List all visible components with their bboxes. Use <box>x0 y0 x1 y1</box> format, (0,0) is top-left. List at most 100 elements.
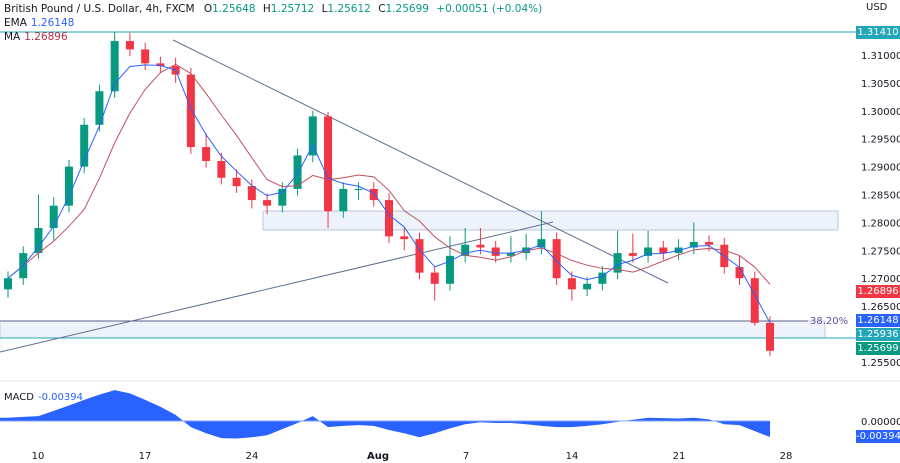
supply-zone-rectangle[interactable] <box>262 210 839 231</box>
price-tick-label: 1.28500 <box>861 191 900 202</box>
price-tick-label: 1.27500 <box>861 246 900 257</box>
candle-body <box>583 283 592 290</box>
price-tag: 1.26148 <box>856 314 900 327</box>
candle-body <box>278 188 287 206</box>
candle <box>49 197 58 241</box>
candle <box>339 182 348 218</box>
candle <box>34 194 43 259</box>
candle-body <box>64 166 73 206</box>
candle <box>156 56 165 73</box>
candle <box>583 277 592 297</box>
candle <box>354 182 363 201</box>
candle-body <box>445 255 454 284</box>
candle-body <box>400 236 409 240</box>
open-value: 1.25648 <box>212 3 256 15</box>
symbol-title[interactable]: British Pound / U.S. Dollar, 4h, FXCM <box>4 3 195 15</box>
candle-body <box>4 278 12 290</box>
candle-body <box>628 253 637 256</box>
candle-body <box>644 247 653 256</box>
candle-body <box>186 74 195 148</box>
currency-label[interactable]: USD <box>866 2 888 13</box>
candle-body <box>552 239 561 279</box>
candle <box>202 133 211 168</box>
time-tick-label: 28 <box>780 451 793 462</box>
price-tick-label: 1.30500 <box>861 79 900 90</box>
candle-body <box>156 63 165 67</box>
candle <box>385 193 393 244</box>
candle <box>415 232 424 280</box>
candle-body <box>369 188 378 201</box>
time-tick-label: 14 <box>566 451 579 462</box>
descending-trendline[interactable] <box>172 39 669 284</box>
candle-body <box>567 278 576 290</box>
candle <box>263 193 272 215</box>
candle <box>430 265 439 301</box>
candle-body <box>49 205 58 228</box>
candle-body <box>202 147 211 162</box>
macd-axis-zero: 0.00000 <box>861 417 900 428</box>
candle-body <box>461 244 470 256</box>
candle <box>659 240 668 260</box>
candle <box>217 152 226 185</box>
price-tag: 1.25936 <box>856 328 900 341</box>
candle <box>613 230 622 280</box>
candle <box>537 211 546 255</box>
candle <box>125 32 134 57</box>
candle <box>369 182 378 207</box>
candle-body <box>34 227 43 254</box>
price-tick-label: 1.27000 <box>861 274 900 285</box>
candle <box>750 271 759 326</box>
time-tick-label: 7 <box>463 451 469 462</box>
candle <box>598 265 607 291</box>
price-tick-label: 1.31000 <box>861 51 900 62</box>
macd-value-tag: -0.00394 <box>856 430 900 443</box>
time-tick-label: 24 <box>246 451 259 462</box>
candle-body <box>613 253 622 273</box>
candles-group <box>4 32 774 356</box>
ascending-trendline[interactable] <box>0 221 554 353</box>
time-tick-label: 17 <box>139 451 152 462</box>
time-tick-label: 21 <box>673 451 686 462</box>
candle-body <box>750 278 759 323</box>
ema-legend[interactable]: EMA 1.26148 <box>4 17 75 29</box>
macd-area <box>0 390 770 439</box>
low-value: 1.25612 <box>327 3 371 15</box>
candle-body <box>232 177 241 187</box>
high-value: 1.25712 <box>270 3 315 15</box>
candle-body <box>735 267 744 279</box>
candle <box>293 148 302 196</box>
candle <box>64 159 73 213</box>
price-tag: 1.25699 <box>856 342 900 355</box>
time-tick-label: 10 <box>32 451 45 462</box>
candle-body <box>263 200 272 206</box>
candle-body <box>110 41 119 92</box>
candle-body <box>141 49 150 64</box>
candle <box>247 179 256 209</box>
candle-body <box>80 124 89 167</box>
ma-legend[interactable]: MA 1.26896 <box>4 31 68 43</box>
price-tick-label: 1.30000 <box>861 107 900 118</box>
ma-line <box>7 63 771 285</box>
candle-body <box>598 272 607 284</box>
price-tag: 1.26896 <box>856 285 900 298</box>
candle <box>308 110 317 163</box>
candle <box>186 67 195 154</box>
candle <box>491 240 500 263</box>
candle-body <box>491 247 500 256</box>
candle <box>80 118 89 174</box>
price-tick-label: 1.26500 <box>861 302 900 313</box>
candle <box>552 232 561 285</box>
price-tick-label: 1.25500 <box>861 358 900 369</box>
candle <box>644 230 653 263</box>
candle-body <box>659 247 668 254</box>
candle-body <box>689 241 698 248</box>
candle-body <box>247 186 256 201</box>
candle-body <box>354 188 363 190</box>
candle-body <box>537 239 546 248</box>
candle <box>232 169 241 193</box>
fib-zone-rectangle[interactable] <box>0 320 826 339</box>
candle-body <box>217 161 226 178</box>
macd-legend[interactable]: MACD -0.00394 <box>4 392 83 403</box>
change-value: +0.00051 (+0.04%) <box>436 3 543 15</box>
